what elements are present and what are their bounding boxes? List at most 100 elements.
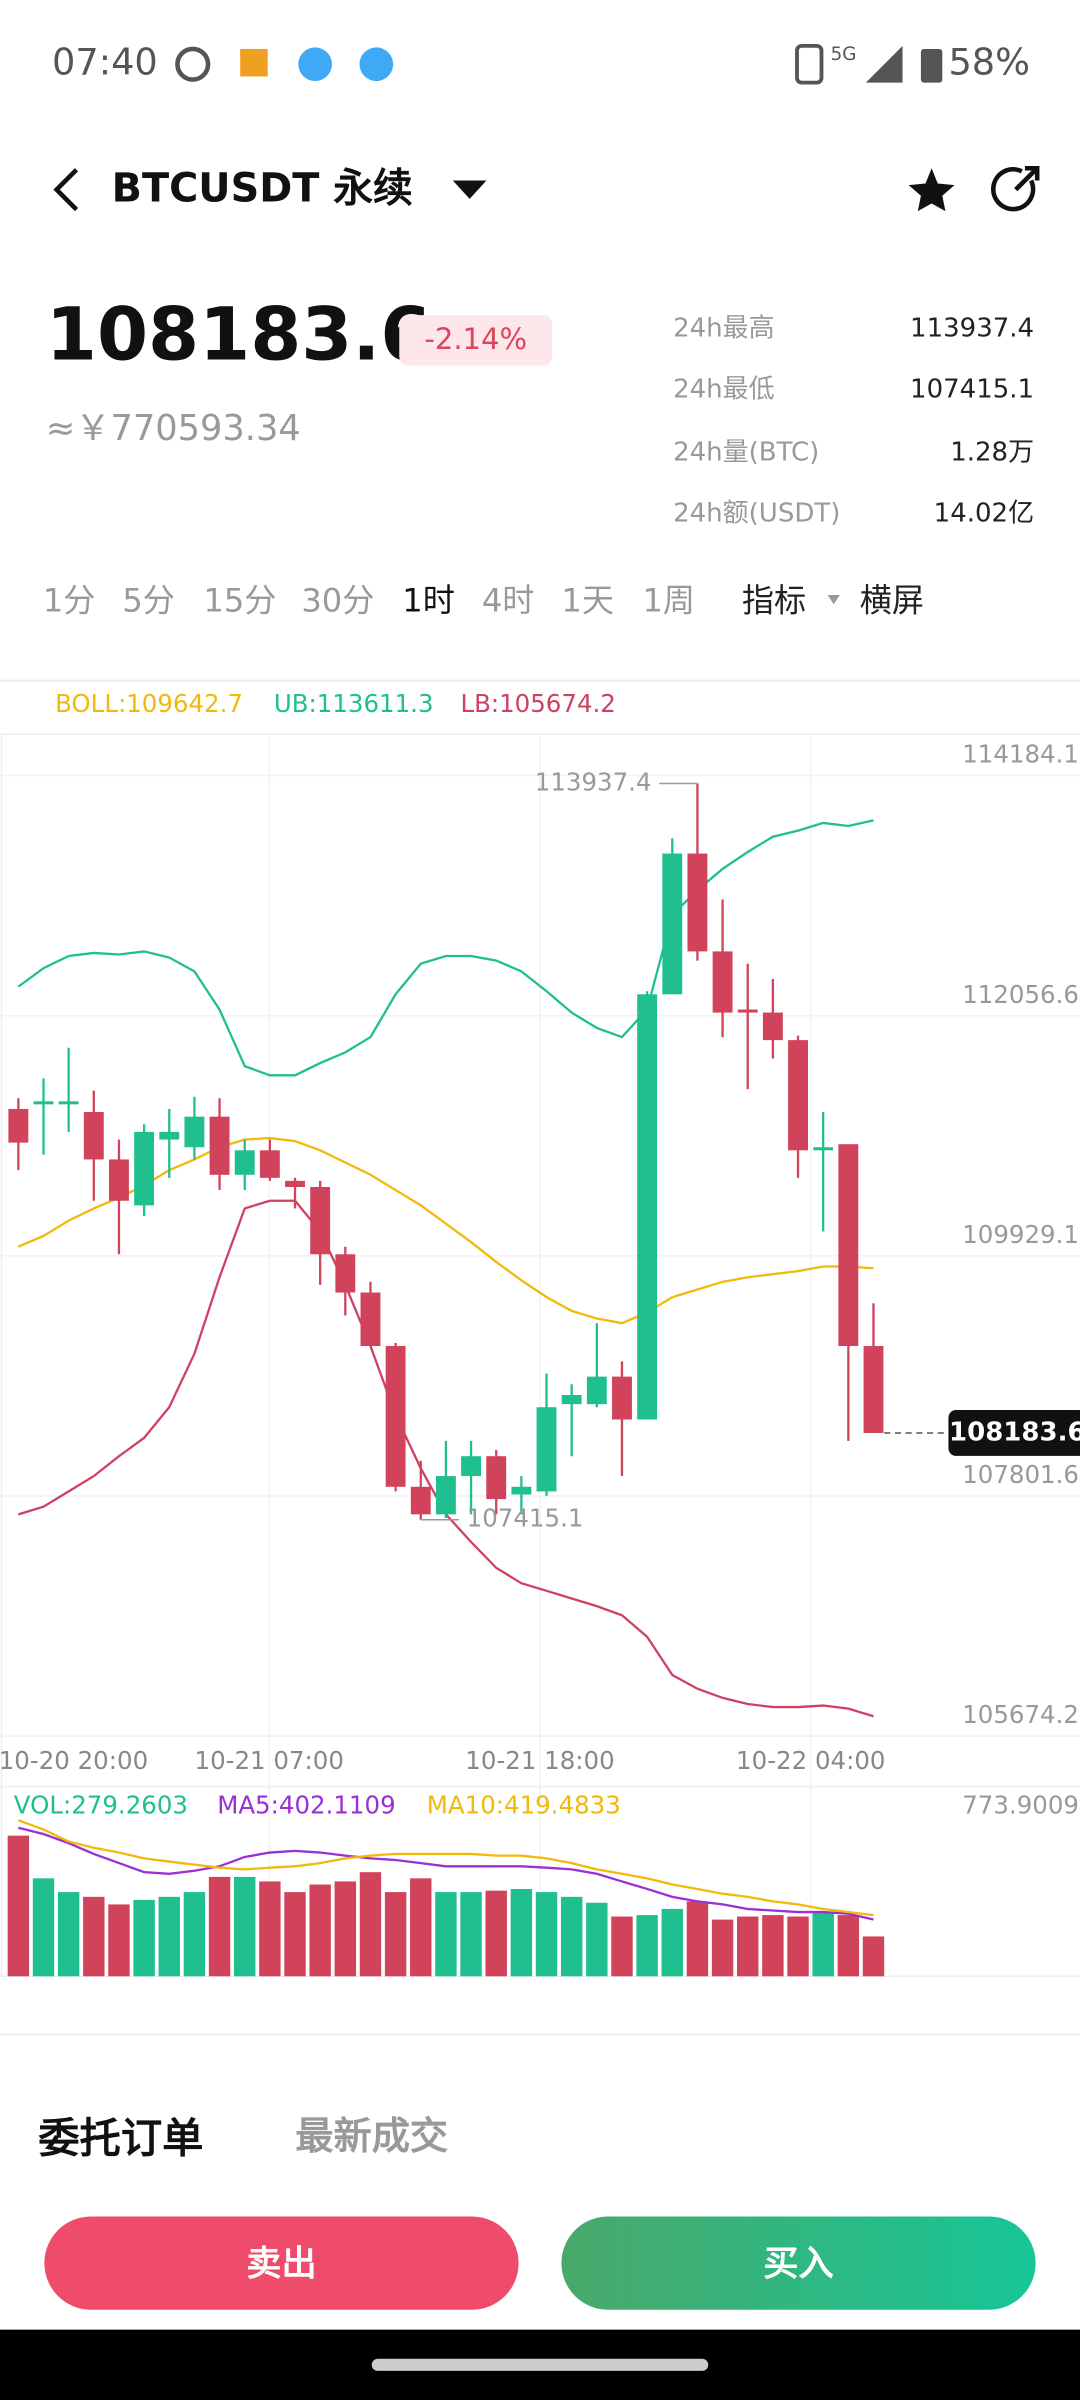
buy-button[interactable] [561,2216,1036,2310]
low-marker: 107415.1 [467,1504,584,1533]
stats: 24h最高 113937.4 24h最低 107415.1 24h量(BTC) 1.28万… [673,313,1034,528]
candle-body [461,1456,482,1477]
kline-chart: 114184.1 112056.6 109929.1 107801.6 105674.2… [0,689,1080,1978]
candle-body [511,1486,532,1495]
volume-bar [661,1908,683,1977]
volume-bar [787,1916,809,1977]
volume-legend-entry: MA10:419.4833 [427,1791,621,1820]
candle-body [209,1116,230,1175]
volume-bar [32,1878,55,1977]
indicator-caret [827,595,840,605]
order-tab[interactable]: 最新成交 [295,2115,448,2159]
volume-bar [334,1881,357,1977]
volume-bar [234,1876,256,1977]
candle-body [234,1150,255,1175]
candle-body [83,1112,104,1160]
candle-body [637,994,658,1420]
stat-value: 113937.4 [910,313,1034,343]
change-badge [399,315,553,366]
last-price: 108183.6 [46,293,431,378]
volume-bar [862,1936,885,1977]
status-time: 07:40 [52,41,158,84]
candle-body [285,1180,305,1187]
timeframe-tab-active[interactable]: 1时 [402,582,455,620]
current-price-tag [948,1410,1080,1456]
status-network: 5G [831,44,857,65]
timeframe-tab[interactable]: 15分 [203,582,276,620]
symbol-dropdown[interactable] [452,180,487,199]
y-tick-label: 105674.2 [962,1700,1079,1729]
volume-bar [435,1892,457,1977]
timeframe-tab[interactable]: 30分 [301,582,374,620]
share-button[interactable] [990,165,1040,212]
volume-bar [57,1892,80,1977]
candle-body [813,1147,834,1151]
current-price: 108183.6 [949,1417,1080,1447]
sell-label[interactable]: 卖出 [246,2243,316,2284]
candle-body [159,1131,180,1140]
volume-bar [359,1872,382,1977]
candle-body [259,1150,280,1178]
volume-bar [384,1892,407,1977]
sell-button[interactable] [44,2216,519,2310]
stat-value: 1.28万 [950,437,1034,467]
home-indicator[interactable] [371,2358,709,2371]
candle-body [385,1346,406,1487]
status-battery: 58% [948,41,1030,84]
volume-bar [108,1904,130,1977]
x-tick-label: 10-22 04:00 [736,1746,885,1775]
volume-bar [208,1876,231,1977]
volume-bar [586,1902,608,1977]
stat-label: 24h最高 [673,313,775,343]
candle-body [486,1456,507,1500]
volume-bar [611,1916,633,1977]
volume-bar [837,1915,860,1977]
timeframe-tab[interactable]: 1周 [642,582,695,620]
candle-body [134,1131,155,1206]
cny-price: ≈￥770593.34 [46,408,301,449]
legend-entry: LB:105674.2 [460,689,615,718]
timeframe-tabs: 1分 5分 15分 30分 1时 4时 1天 1周 指标 横屏 [43,582,924,620]
order-tab-active[interactable]: 委托订单 [38,2114,203,2162]
candle-body [612,1376,632,1420]
candle-body [109,1159,129,1201]
timeframe-tab[interactable]: 1分 [43,582,96,620]
symbol[interactable]: BTCUSDT 永续 [112,166,413,212]
volume-tick-label: 773.9009 [962,1791,1079,1820]
candle-body [662,853,683,995]
x-tick-label: 10-21 07:00 [195,1746,344,1775]
stat-label: 24h最低 [673,375,775,405]
tool-button[interactable]: 横屏 [860,582,924,620]
tool-button[interactable]: 指标 [742,582,806,620]
candle-body [838,1144,859,1347]
legend-entry: BOLL:109642.7 [55,689,243,718]
volume-bar [7,1835,30,1977]
back-button[interactable] [53,168,79,212]
volume-ma-line [18,1826,874,1921]
volume-bar [460,1892,482,1977]
volume-bar [686,1901,709,1977]
x-tick-label: 10-20 20:00 [0,1746,148,1775]
timeframe-tab[interactable]: 1天 [561,582,614,620]
y-tick-label: 107801.6 [962,1460,1079,1489]
candle-body [410,1486,431,1515]
candle-body [737,1009,758,1013]
timeframe-tab[interactable]: 5分 [122,582,175,620]
candle-body [435,1476,456,1515]
y-tick-label: 112056.6 [962,980,1079,1009]
change-percent: -2.14% [424,322,527,356]
buy-label[interactable]: 买入 [763,2243,833,2284]
volume-label: VOL:279.2603 [14,1791,188,1820]
volume-bar [510,1889,533,1977]
legend-entry: UB:113611.3 [274,689,434,718]
volume-bar [485,1890,507,1977]
status-icons [175,43,943,85]
candle-body [586,1376,607,1405]
stat-value: 107415.1 [910,375,1034,405]
timeframe-tab[interactable]: 4时 [482,582,535,620]
candle-body [8,1108,29,1143]
x-tick-label: 10-21 18:00 [465,1746,614,1775]
favorite-button[interactable] [908,168,955,212]
volume-ma-line [17,1819,874,1917]
